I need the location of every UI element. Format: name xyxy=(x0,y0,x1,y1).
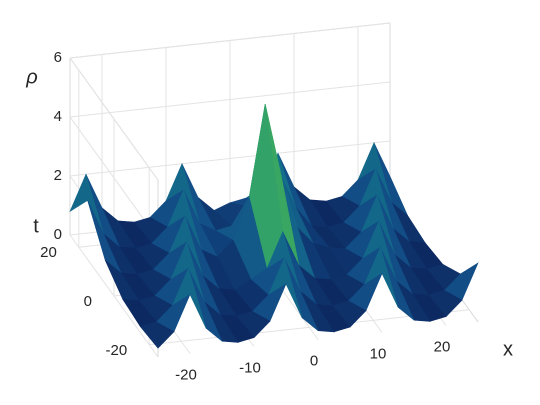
z-tick-label: 2 xyxy=(54,167,62,184)
x-tick-label: -10 xyxy=(239,359,261,376)
x-tick-label: -20 xyxy=(175,366,197,383)
surface-patch xyxy=(139,321,175,349)
z-axis-label: ρ xyxy=(25,66,37,88)
z-tick-label: 4 xyxy=(54,108,62,125)
z-tick-label: 0 xyxy=(54,226,62,243)
y-tick-label: 0 xyxy=(84,293,92,310)
x-tick-label: 0 xyxy=(310,352,318,369)
z-tick-label: 6 xyxy=(54,49,62,66)
x-tick-label: 10 xyxy=(370,345,387,362)
x-axis-label: x xyxy=(503,338,513,360)
x-tick-label: 20 xyxy=(434,338,451,355)
y-tick-label: 20 xyxy=(40,244,57,261)
y-axis-label: t xyxy=(33,215,39,237)
y-tick-label: -20 xyxy=(106,342,128,359)
